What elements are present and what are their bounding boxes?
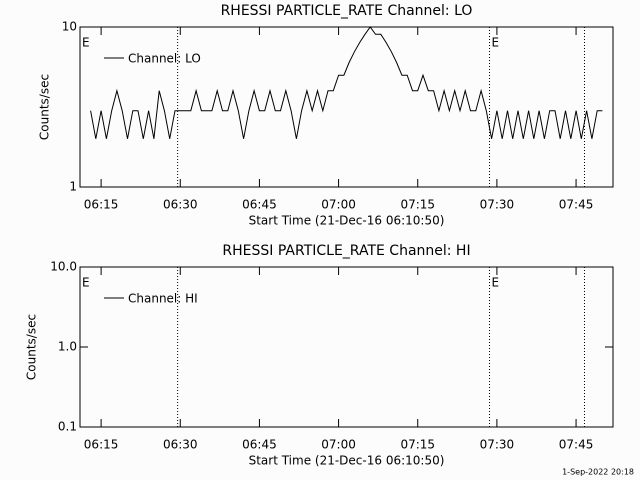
event-label: E xyxy=(82,36,90,50)
y-tick-label: 1.0 xyxy=(58,340,77,354)
legend-label: Channel: LO xyxy=(128,52,201,66)
x-tick-label: 06:15 xyxy=(84,438,119,452)
x-axis-label: Start Time (21-Dec-16 06:10:50) xyxy=(249,454,445,468)
y-tick-label: 10.0 xyxy=(50,260,77,274)
x-tick-label: 07:15 xyxy=(400,198,435,212)
event-label: E xyxy=(82,276,90,290)
y-axis-label: Counts/sec xyxy=(25,314,39,380)
x-tick-label: 07:00 xyxy=(321,438,356,452)
y-tick-label: 1 xyxy=(69,180,77,194)
chart-title: RHESSI PARTICLE_RATE Channel: LO xyxy=(221,3,473,19)
event-label: E xyxy=(492,276,500,290)
y-tick-label: 0.1 xyxy=(58,420,77,434)
x-tick-label: 06:30 xyxy=(163,198,198,212)
x-tick-label: 06:45 xyxy=(242,438,277,452)
x-tick-label: 07:00 xyxy=(321,198,356,212)
x-tick-label: 07:45 xyxy=(559,198,594,212)
x-tick-label: 06:15 xyxy=(84,198,119,212)
x-tick-label: 07:15 xyxy=(400,438,435,452)
x-tick-label: 06:45 xyxy=(242,198,277,212)
footer: 1-Sep-2022 20:18 xyxy=(562,468,634,477)
x-tick-label: 06:30 xyxy=(163,438,198,452)
y-axis-label: Counts/sec xyxy=(38,74,52,140)
legend-label: Channel: HI xyxy=(128,292,198,306)
x-axis-label: Start Time (21-Dec-16 06:10:50) xyxy=(249,214,445,228)
data-line xyxy=(90,26,603,139)
chart-title: RHESSI PARTICLE_RATE Channel: HI xyxy=(222,243,470,259)
event-label: E xyxy=(492,36,500,50)
x-tick-label: 07:30 xyxy=(480,438,515,452)
x-tick-label: 07:45 xyxy=(559,438,594,452)
plot-frame xyxy=(79,26,614,188)
y-tick-label: 10 xyxy=(62,20,77,34)
x-tick-label: 07:30 xyxy=(480,198,515,212)
